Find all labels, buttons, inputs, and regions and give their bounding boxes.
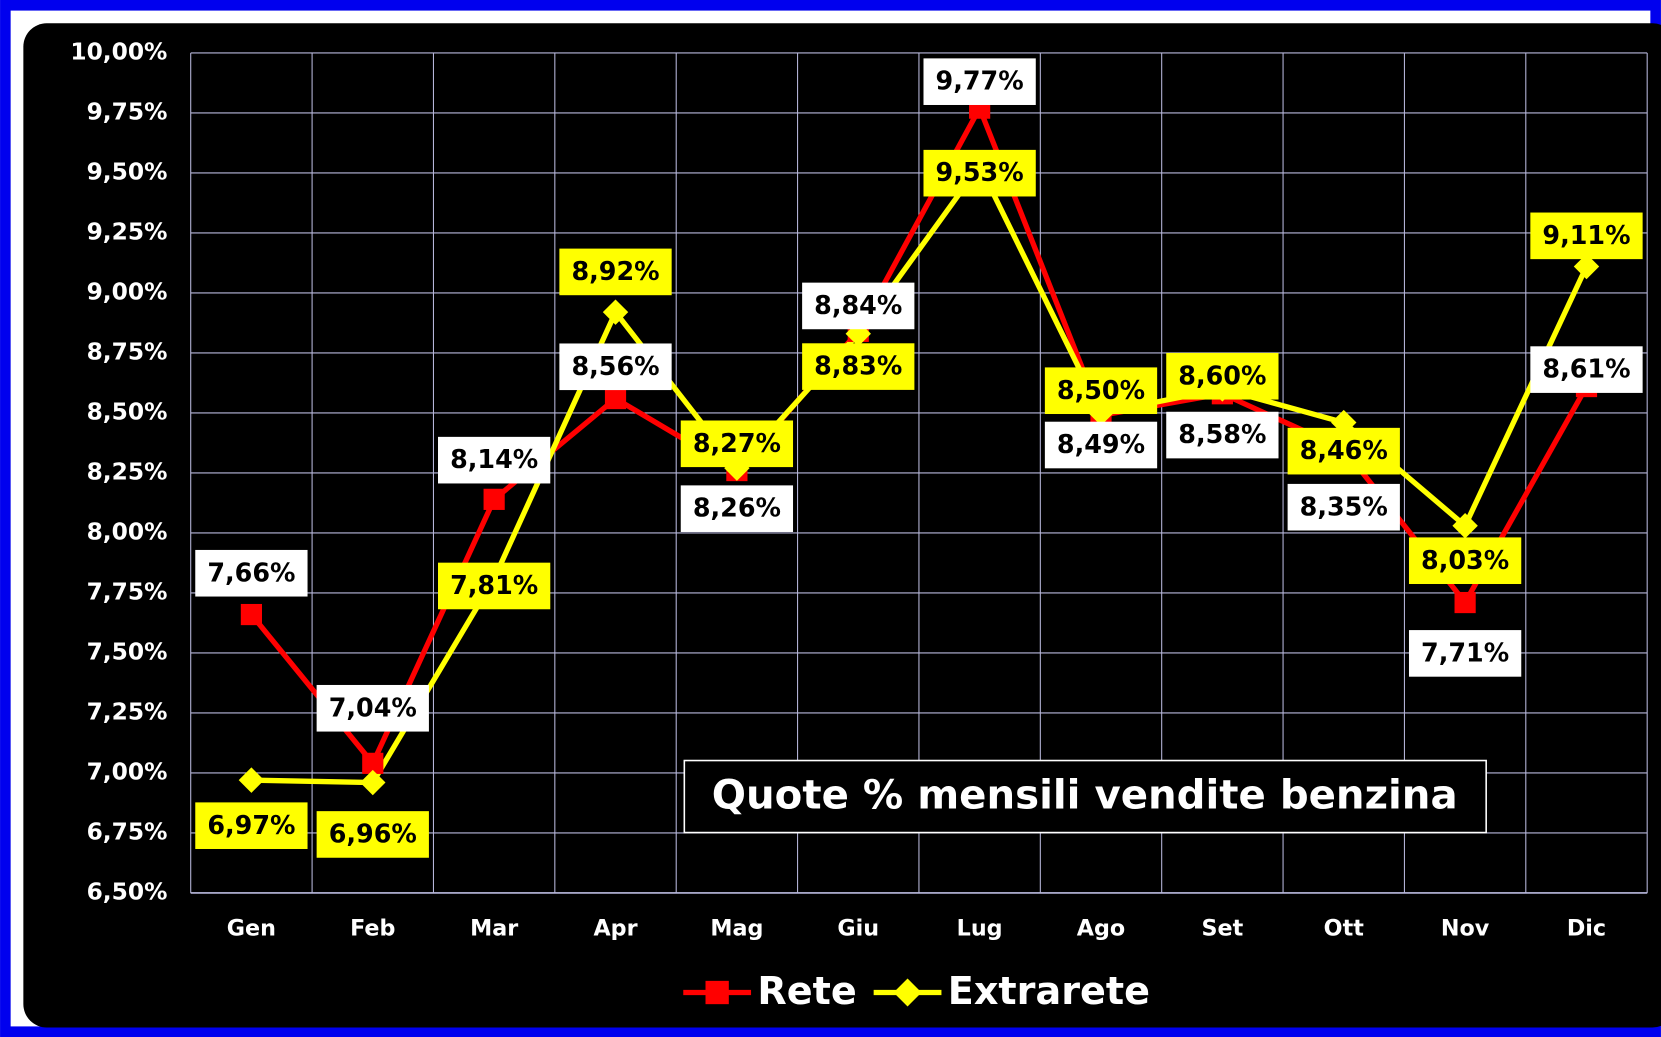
y-tick-label: 6,75% — [87, 818, 168, 845]
data-label-box — [1044, 421, 1158, 469]
x-tick-label: Nov — [1441, 915, 1490, 941]
data-label-box — [1166, 411, 1279, 459]
x-tick-label: Mag — [710, 915, 763, 941]
marker — [1573, 253, 1600, 280]
marker — [360, 769, 386, 796]
data-label: 8,27% — [693, 428, 781, 458]
data-label: 8,84% — [814, 290, 902, 320]
x-tick-label: Feb — [350, 915, 395, 941]
marker — [483, 488, 505, 510]
y-tick-label: 8,25% — [87, 458, 168, 485]
y-tick-label: 6,50% — [87, 878, 168, 905]
legend-item: Extrarete — [873, 969, 1150, 1013]
data-label: 8,46% — [1300, 435, 1388, 465]
x-tick-label: Dic — [1567, 915, 1606, 941]
data-label: 8,58% — [1178, 419, 1266, 449]
x-tick-label: Giu — [837, 915, 879, 941]
y-tick-label: 8,00% — [87, 518, 168, 545]
legend-label: Extrarete — [948, 969, 1150, 1013]
data-label: 9,77% — [936, 66, 1024, 96]
data-labels: 7,66% 7,04% 8,14% 8,56% 8,26% 8,84% 9,77% 8,49%… — [195, 58, 1643, 858]
chart-title: Quote % mensili vendite benzina — [712, 773, 1458, 819]
marker — [893, 978, 922, 1007]
data-label-box — [438, 562, 551, 610]
data-label: 8,26% — [693, 493, 781, 523]
marker — [1454, 591, 1476, 614]
marker — [362, 752, 384, 774]
data-label-box — [316, 811, 429, 858]
data-label-box — [680, 485, 794, 532]
data-label-box — [559, 343, 672, 391]
data-label: 7,81% — [450, 570, 538, 600]
marker — [705, 980, 729, 1005]
title-box — [683, 759, 1487, 834]
marker — [1452, 513, 1478, 539]
marker — [238, 767, 265, 793]
data-label-box — [1408, 537, 1522, 585]
data-label: 8,14% — [450, 444, 538, 474]
y-tick-label: 8,75% — [87, 338, 168, 365]
chart-background — [23, 23, 1661, 1028]
y-tick-label: 10,00% — [70, 38, 167, 65]
data-label: 6,96% — [329, 819, 417, 849]
marker — [602, 299, 629, 325]
data-label: 8,61% — [1542, 354, 1630, 384]
data-label: 7,04% — [329, 692, 417, 722]
marker — [240, 603, 262, 626]
y-tick-label: 7,50% — [87, 638, 168, 665]
data-label-box — [923, 58, 1036, 105]
data-label-box — [1166, 352, 1279, 400]
y-tick-label: 9,50% — [87, 158, 168, 185]
data-label-box — [1530, 346, 1643, 393]
data-label-box — [316, 684, 429, 732]
data-label-box — [1287, 427, 1400, 475]
y-tick-label: 8,50% — [87, 398, 168, 425]
y-tick-label: 9,00% — [87, 278, 168, 305]
data-label-box — [802, 282, 915, 330]
data-label: 8,03% — [1421, 545, 1509, 575]
x-tick-label: Ott — [1324, 915, 1365, 941]
series-line — [249, 101, 1589, 769]
data-label: 7,71% — [1421, 637, 1509, 667]
data-label-box — [559, 248, 672, 296]
data-label-box — [1530, 212, 1643, 260]
data-label-box — [923, 149, 1036, 197]
x-tick-label: Gen — [227, 915, 276, 941]
marker — [604, 387, 627, 410]
y-tick-label: 7,00% — [87, 758, 168, 785]
data-label-box — [1408, 630, 1522, 677]
legend-label: Rete — [757, 969, 856, 1013]
data-label-box — [1287, 483, 1400, 531]
data-label: 9,11% — [1542, 220, 1630, 250]
x-tick-label: Mar — [470, 915, 518, 941]
data-label: 8,83% — [814, 351, 902, 381]
data-label-box — [680, 420, 794, 468]
data-label-box — [802, 343, 915, 390]
data-label-box — [438, 436, 551, 484]
y-tick-label: 9,75% — [87, 98, 168, 125]
data-label-box — [195, 549, 308, 597]
data-label: 6,97% — [207, 810, 295, 840]
y-tick-label: 9,25% — [87, 218, 168, 245]
x-tick-label: Apr — [593, 915, 637, 941]
data-label: 8,92% — [571, 256, 659, 286]
data-label: 7,66% — [207, 557, 295, 587]
legend-item: Rete — [683, 969, 857, 1013]
data-label-box — [1044, 367, 1158, 415]
data-label: 8,56% — [571, 351, 659, 381]
data-label: 8,60% — [1178, 360, 1266, 390]
data-label-box — [195, 802, 308, 849]
x-tick-label: Ago — [1077, 915, 1125, 941]
data-label: 8,50% — [1057, 375, 1145, 405]
grid: 6,50% 6,75% 7,00% 7,25% 7,50% 7,75% 8,00% 8,25%… — [70, 38, 1648, 941]
y-tick-label: 7,25% — [87, 698, 168, 725]
y-tick-label: 7,75% — [87, 578, 168, 605]
data-label: 8,49% — [1057, 429, 1145, 459]
x-tick-label: Lug — [957, 915, 1003, 941]
x-tick-label: Set — [1202, 915, 1244, 941]
data-label: 9,53% — [936, 157, 1024, 187]
data-label: 8,35% — [1300, 491, 1388, 521]
